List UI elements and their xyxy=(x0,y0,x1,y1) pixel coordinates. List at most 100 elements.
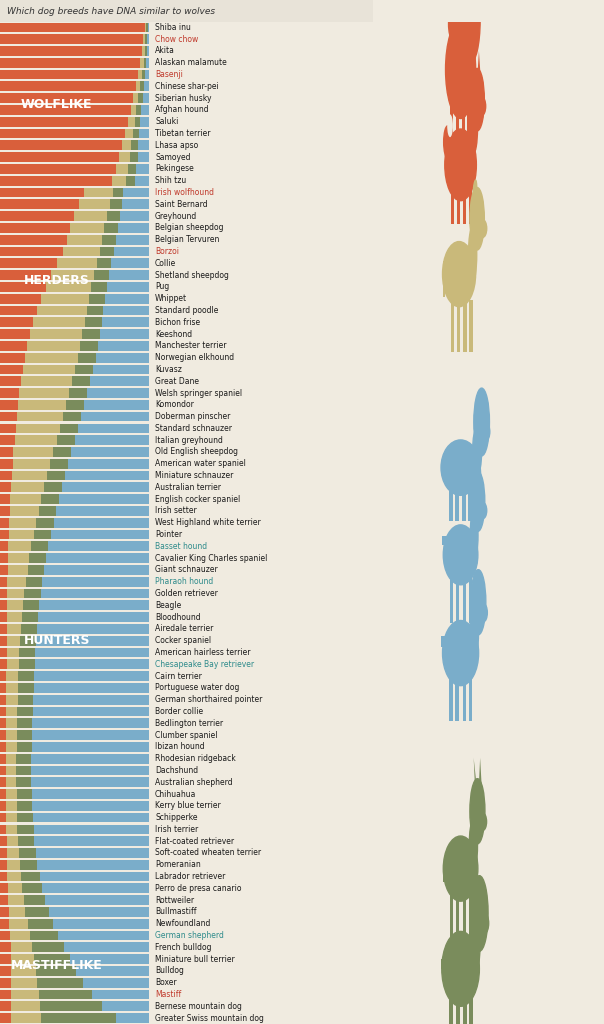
Ellipse shape xyxy=(472,428,481,475)
Circle shape xyxy=(470,778,485,844)
Bar xyxy=(441,959,449,969)
Bar xyxy=(6,742,16,752)
Bar xyxy=(0,636,7,645)
Bar xyxy=(145,70,149,80)
Bar xyxy=(449,676,453,722)
Bar xyxy=(24,895,45,905)
Bar xyxy=(104,294,149,303)
Bar xyxy=(8,565,28,574)
Bar xyxy=(0,1013,11,1023)
Bar xyxy=(147,34,149,44)
Text: Labrador retriever: Labrador retriever xyxy=(155,872,225,881)
Bar xyxy=(53,919,149,929)
Bar xyxy=(455,489,459,521)
Text: West Highland white terrier: West Highland white terrier xyxy=(155,518,261,527)
Ellipse shape xyxy=(470,919,480,974)
Bar xyxy=(133,129,140,138)
Bar xyxy=(106,211,120,221)
Text: Boxer: Boxer xyxy=(155,978,176,987)
Bar xyxy=(450,99,454,141)
Bar xyxy=(0,305,37,315)
Text: HERDERS: HERDERS xyxy=(24,274,89,288)
Bar xyxy=(72,377,90,386)
Bar xyxy=(0,341,27,351)
Bar xyxy=(6,754,16,764)
Bar xyxy=(7,860,19,869)
Bar xyxy=(54,518,149,527)
Bar xyxy=(40,589,149,598)
Text: Belgian Tervuren: Belgian Tervuren xyxy=(155,236,219,244)
Bar xyxy=(0,482,11,493)
Ellipse shape xyxy=(479,813,487,830)
Bar xyxy=(11,482,44,493)
Bar xyxy=(0,624,7,634)
Bar xyxy=(123,187,149,198)
Text: Greyhound: Greyhound xyxy=(155,212,198,220)
Text: American hairless terrier: American hairless terrier xyxy=(155,648,251,657)
Bar xyxy=(0,942,11,952)
Bar xyxy=(44,565,149,574)
Bar xyxy=(100,329,149,339)
Text: Portuguese water dog: Portuguese water dog xyxy=(155,683,239,692)
Bar xyxy=(62,482,149,493)
Bar xyxy=(0,140,122,151)
Text: Cocker spaniel: Cocker spaniel xyxy=(155,636,211,645)
Bar xyxy=(0,895,8,905)
Text: Cairn terrier: Cairn terrier xyxy=(155,672,202,681)
Ellipse shape xyxy=(447,115,453,137)
Ellipse shape xyxy=(470,608,478,658)
Bar xyxy=(11,471,47,480)
Bar xyxy=(47,471,65,480)
Ellipse shape xyxy=(477,414,481,446)
Bar xyxy=(56,506,149,516)
Bar xyxy=(19,848,36,858)
Bar xyxy=(115,164,128,174)
Text: Doberman pinscher: Doberman pinscher xyxy=(155,412,230,421)
Bar xyxy=(37,305,87,315)
Bar xyxy=(0,837,7,846)
Bar xyxy=(0,612,7,622)
Bar xyxy=(451,300,454,352)
Bar xyxy=(0,187,84,198)
Text: Chesapeake Bay retriever: Chesapeake Bay retriever xyxy=(155,659,254,669)
Bar xyxy=(32,790,149,799)
Ellipse shape xyxy=(481,913,489,933)
Ellipse shape xyxy=(475,908,479,938)
Bar xyxy=(0,200,79,209)
Bar xyxy=(32,801,149,811)
Bar xyxy=(7,848,19,858)
Bar xyxy=(84,187,112,198)
Text: HUNTERS: HUNTERS xyxy=(24,634,90,647)
Bar xyxy=(455,676,459,722)
Bar xyxy=(9,529,34,540)
Bar xyxy=(0,719,6,728)
Text: Irish wolfhound: Irish wolfhound xyxy=(155,188,214,197)
Bar xyxy=(34,671,149,681)
Bar xyxy=(8,895,24,905)
Text: Afghan hound: Afghan hound xyxy=(155,105,208,115)
Bar xyxy=(7,589,24,598)
Circle shape xyxy=(470,187,484,250)
Ellipse shape xyxy=(443,836,478,901)
Bar xyxy=(21,871,39,882)
Bar xyxy=(69,388,86,398)
Bar xyxy=(37,978,83,987)
Bar xyxy=(132,140,138,151)
Bar xyxy=(0,742,6,752)
Bar xyxy=(11,942,32,952)
Bar xyxy=(7,612,22,622)
Ellipse shape xyxy=(441,440,480,496)
Bar xyxy=(92,989,149,999)
Bar xyxy=(450,890,453,937)
Bar xyxy=(65,471,149,480)
Bar xyxy=(48,542,149,551)
Bar xyxy=(456,577,459,624)
Bar xyxy=(7,683,18,693)
Bar xyxy=(78,424,149,433)
Bar xyxy=(39,506,56,516)
Text: Golden retriever: Golden retriever xyxy=(155,589,218,598)
Bar xyxy=(64,942,149,952)
Bar xyxy=(469,676,472,722)
Bar xyxy=(36,636,149,645)
Bar xyxy=(6,790,16,799)
